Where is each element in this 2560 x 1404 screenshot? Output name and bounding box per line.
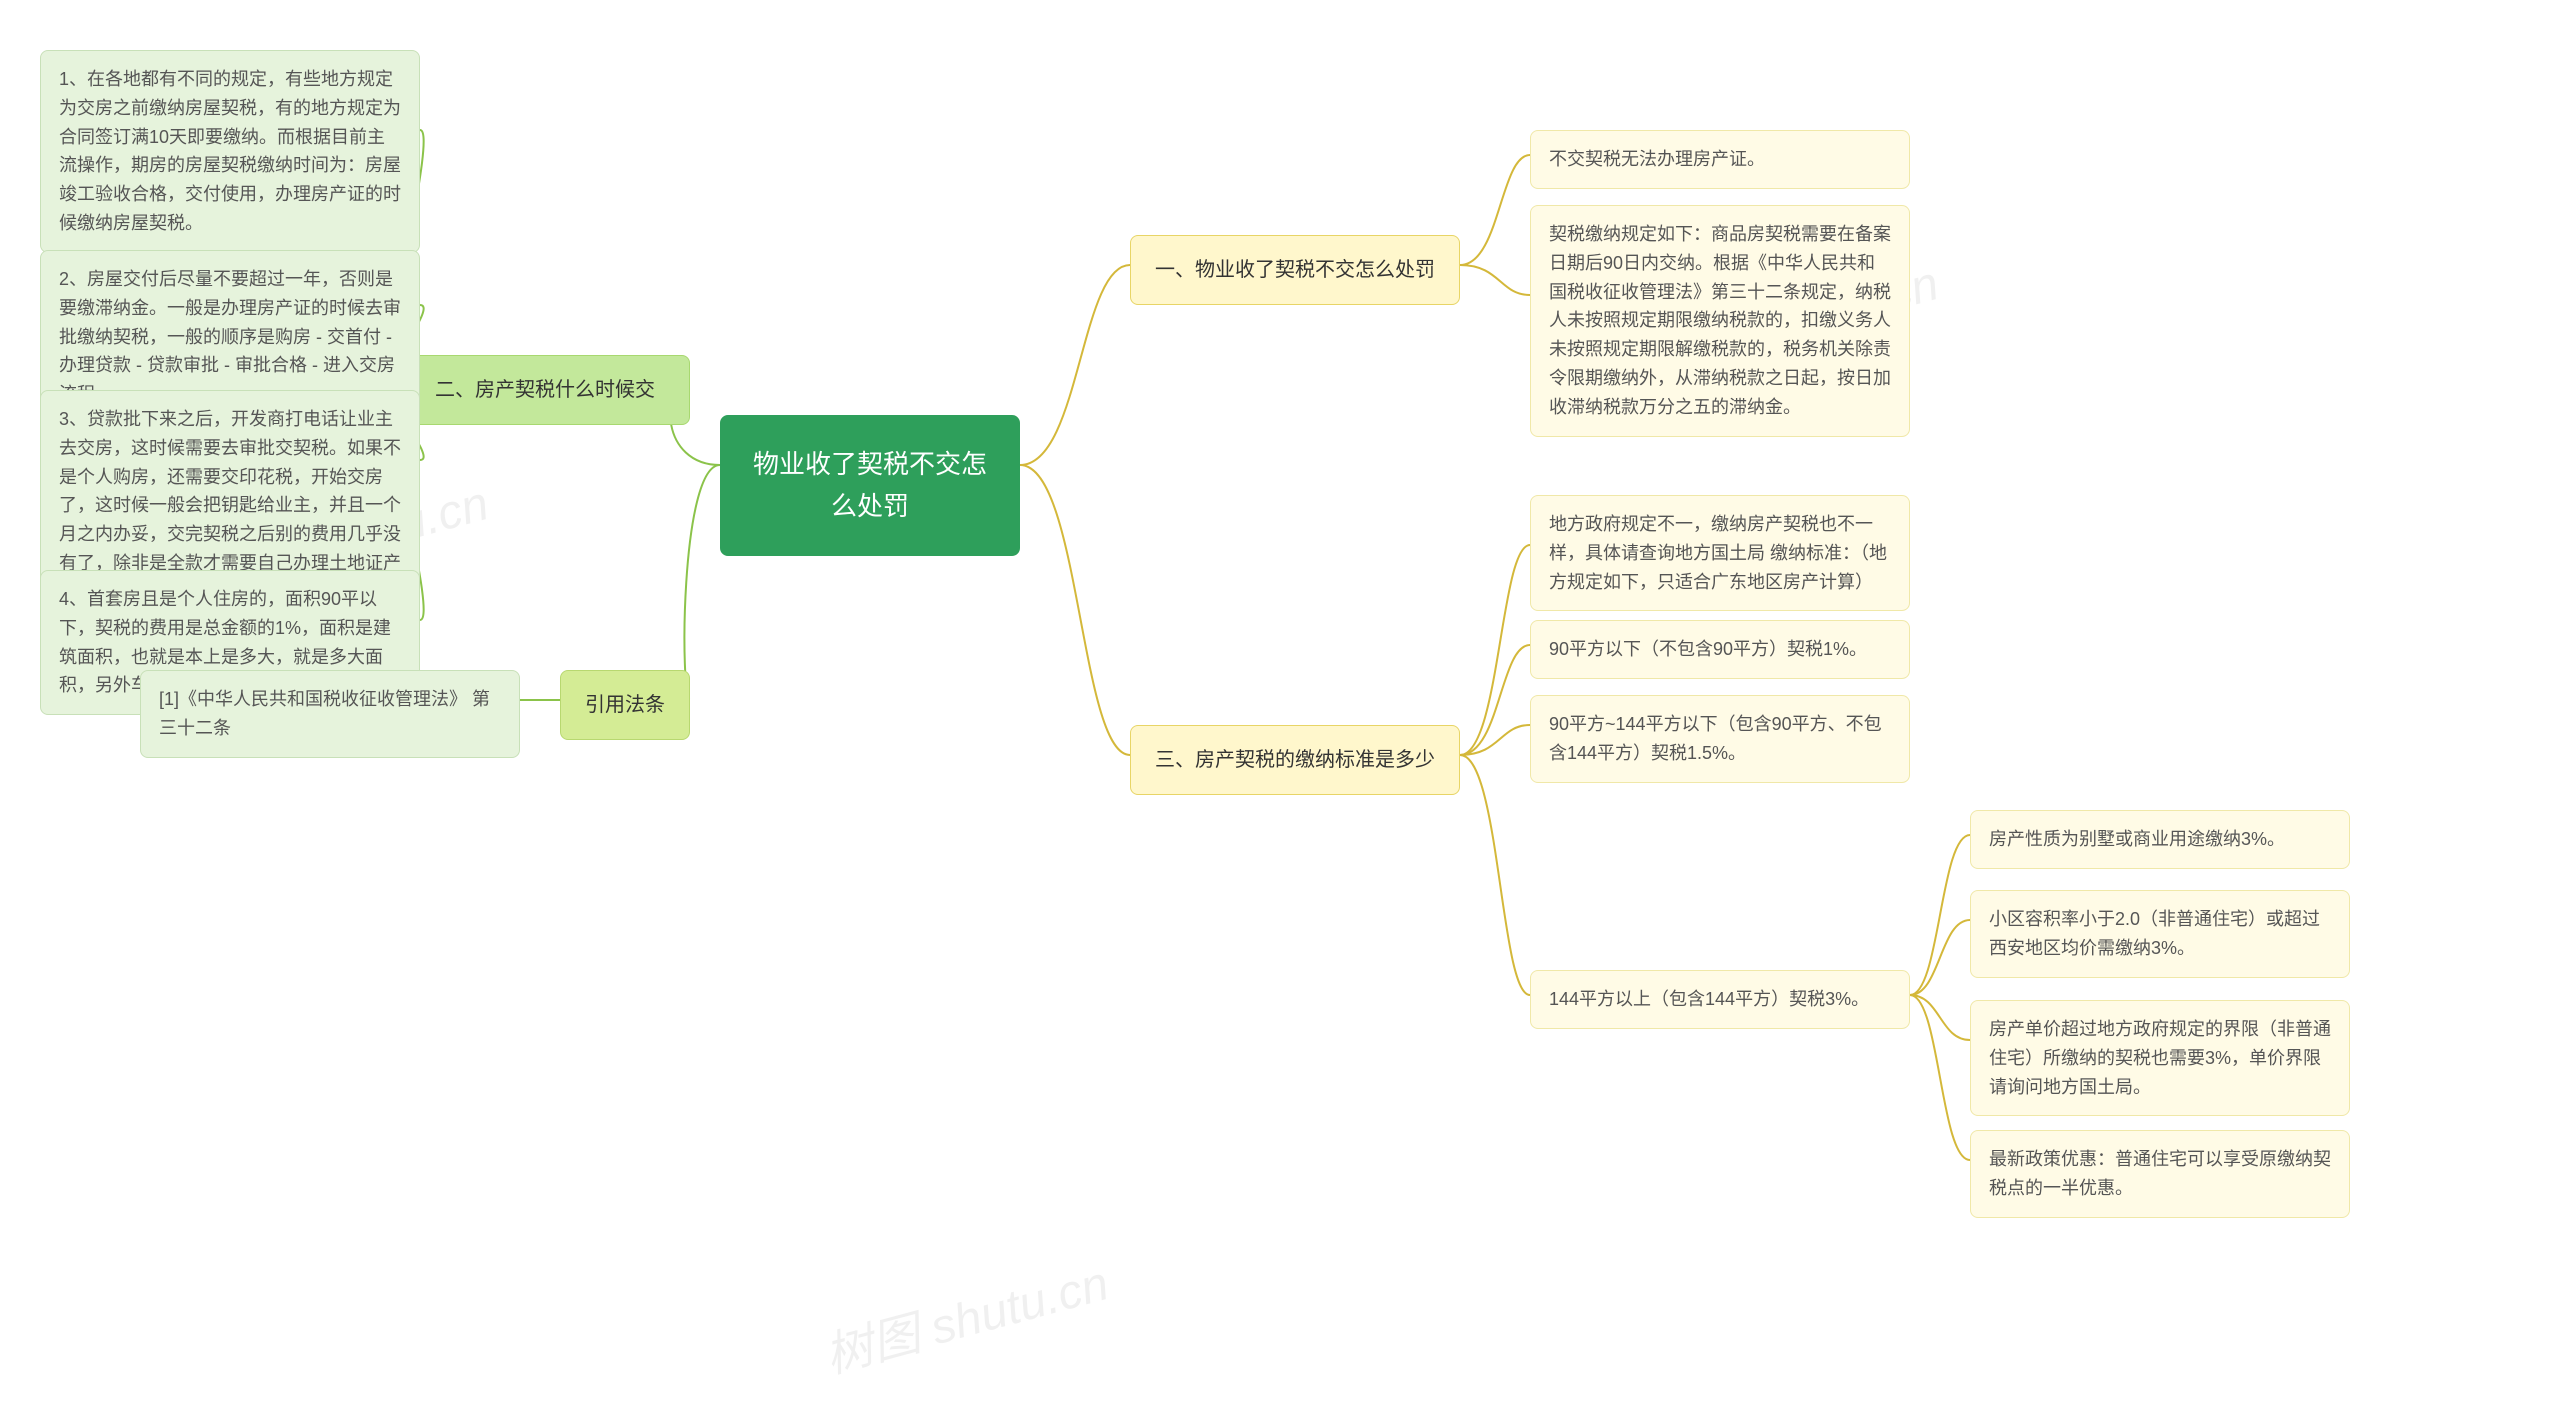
leaf-b3-4-1: 房产性质为别墅或商业用途缴纳3%。 xyxy=(1970,810,2350,869)
leaf-b3-4[interactable]: 144平方以上（包含144平方）契税3%。 xyxy=(1530,970,1910,1029)
leaf-b3-3: 90平方~144平方以下（包含90平方、不包含144平方）契税1.5%。 xyxy=(1530,695,1910,783)
branch-2[interactable]: 二、房产契税什么时候交 xyxy=(400,355,690,425)
leaf-b3-4-4: 最新政策优惠：普通住宅可以享受原缴纳契税点的一半优惠。 xyxy=(1970,1130,2350,1218)
watermark: 树图 shutu.cn xyxy=(816,1244,1115,1387)
leaf-b3-1: 地方政府规定不一，缴纳房产契税也不一样，具体请查询地方国土局 缴纳标准：（地方规… xyxy=(1530,495,1910,611)
leaf-b2-1: 1、在各地都有不同的规定，有些地方规定为交房之前缴纳房屋契税，有的地方规定为合同… xyxy=(40,50,420,253)
leaf-ref-1: [1]《中华人民共和国税收征收管理法》 第三十二条 xyxy=(140,670,520,758)
branch-1[interactable]: 一、物业收了契税不交怎么处罚 xyxy=(1130,235,1460,305)
leaf-b1-1: 不交契税无法办理房产证。 xyxy=(1530,130,1910,189)
branch-3[interactable]: 三、房产契税的缴纳标准是多少 xyxy=(1130,725,1460,795)
leaf-b3-4-2: 小区容积率小于2.0（非普通住宅）或超过西安地区均价需缴纳3%。 xyxy=(1970,890,2350,978)
branch-ref[interactable]: 引用法条 xyxy=(560,670,690,740)
leaf-b1-2: 契税缴纳规定如下：商品房契税需要在备案日期后90日内交纳。根据《中华人民共和国税… xyxy=(1530,205,1910,437)
root-node[interactable]: 物业收了契税不交怎么处罚 xyxy=(720,415,1020,556)
leaf-b3-4-3: 房产单价超过地方政府规定的界限（非普通住宅）所缴纳的契税也需要3%，单价界限请询… xyxy=(1970,1000,2350,1116)
leaf-b3-2: 90平方以下（不包含90平方）契税1%。 xyxy=(1530,620,1910,679)
